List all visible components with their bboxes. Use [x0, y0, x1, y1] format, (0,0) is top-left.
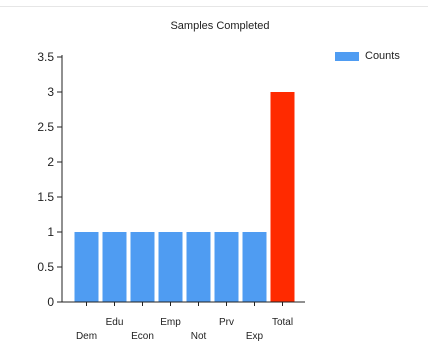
top-divider	[0, 6, 428, 7]
x-tick-label-not: Not	[191, 331, 207, 342]
y-axis-ticks: 0 0.5 1 1.5 2 2.5 3 3.5	[37, 50, 62, 309]
y-tick-label: 3.5	[37, 50, 54, 64]
bar-not	[186, 232, 211, 302]
x-tick-label-emp: Emp	[160, 317, 181, 328]
x-tick-label-total: Total	[272, 317, 293, 328]
legend-swatch-counts	[335, 51, 359, 61]
bar-edu	[102, 232, 127, 302]
bar-econ	[130, 232, 155, 302]
x-tick-label-exp: Exp	[246, 331, 264, 342]
chart-title: Samples Completed	[170, 20, 270, 32]
y-tick-label: 2.5	[37, 120, 54, 134]
y-tick-label: 1.5	[37, 190, 54, 204]
y-tick-label: 0	[47, 295, 54, 309]
bar-total	[270, 92, 295, 302]
y-tick-label: 1	[47, 225, 54, 239]
bar-dem	[74, 232, 99, 302]
x-tick-label-prv: Prv	[219, 317, 234, 328]
bar-prv	[214, 232, 239, 302]
y-tick-label: 0.5	[37, 260, 54, 274]
x-axis-ticks: Dem Edu Econ Emp Not Prv Exp Total	[76, 302, 293, 342]
y-tick-label: 2	[47, 155, 54, 169]
x-tick-label-edu: Edu	[106, 317, 124, 328]
bars	[74, 92, 295, 302]
bar-exp	[242, 232, 267, 302]
x-tick-label-econ: Econ	[131, 331, 154, 342]
y-tick-label: 3	[47, 85, 54, 99]
bar-emp	[158, 232, 183, 302]
legend-label-counts: Counts	[365, 50, 400, 62]
legend: Counts	[335, 50, 400, 62]
x-tick-label-dem: Dem	[76, 331, 97, 342]
